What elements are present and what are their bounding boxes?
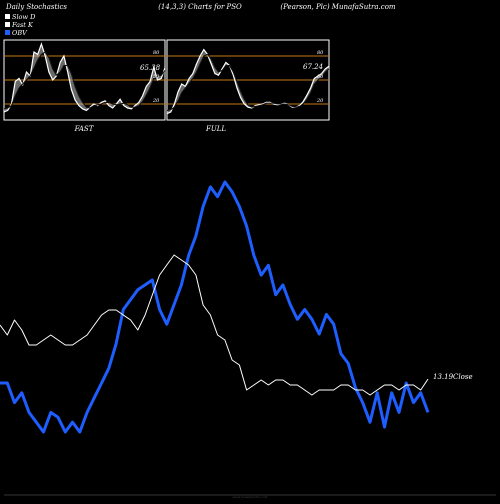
- obv-close-chart: 13.19Close: [0, 180, 473, 434]
- full-tick-50: 50: [317, 74, 324, 80]
- fast-tick-labels: 80 50 20: [152, 50, 160, 104]
- fast-tick-80: 80: [153, 50, 160, 56]
- legend-swatch-slow-d: [5, 14, 10, 19]
- full-series-slow-d: [166, 53, 330, 111]
- full-series-group: [166, 48, 330, 115]
- legend-label-slow-d: Slow D: [12, 13, 36, 21]
- svg-text:13.19Close: 13.19Close: [433, 373, 473, 381]
- header-center: (14,3,3) Charts for PSO: [158, 3, 242, 11]
- fast-panel-title: FAST: [74, 125, 95, 133]
- header-left: Daily Stochastics: [5, 3, 67, 11]
- legend-label-fast-k: Fast K: [11, 21, 34, 29]
- main-series-close: [0, 254, 429, 396]
- legend: Slow D Fast K OBV: [5, 13, 36, 37]
- legend-swatch-obv: [5, 30, 10, 35]
- footer-watermark: www.munafasutra.com: [233, 495, 268, 499]
- close-last-label: 13.19Close: [433, 373, 473, 381]
- legend-swatch-fast-k: [5, 22, 10, 27]
- full-tick-labels: 80 50 20: [316, 50, 324, 104]
- legend-label-obv: OBV: [12, 29, 28, 37]
- footer: www.munafasutra.com: [4, 494, 496, 499]
- full-tick-20: 20: [316, 98, 324, 104]
- full-stochastic-panel: 80 50 20 67.24 FULL: [166, 39, 330, 133]
- header-right: (Pearson, Plc) MunafaSutra.com: [280, 3, 395, 11]
- full-panel-title: FULL: [205, 125, 226, 133]
- fast-last-value-label: 65.38: [140, 64, 161, 72]
- fast-tick-20: 20: [152, 98, 160, 104]
- main-series-obv: [0, 180, 430, 434]
- fast-stochastic-panel: 80 50 20 65.38 FAST: [3, 39, 166, 133]
- close-label-suffix: Close: [453, 373, 473, 381]
- full-series-fast-k: [166, 48, 330, 115]
- main-series-group: [0, 180, 430, 434]
- fast-series-slow-d: [3, 51, 166, 110]
- fast-tick-50: 50: [153, 74, 160, 80]
- fast-series-group: [3, 42, 166, 113]
- close-last-value: 13.19: [433, 373, 454, 381]
- full-tick-80: 80: [317, 50, 324, 56]
- header: Daily Stochastics (14,3,3) Charts for PS…: [5, 3, 396, 11]
- fast-series-fast-k: [3, 42, 166, 113]
- full-last-value-label: 67.24: [303, 63, 323, 71]
